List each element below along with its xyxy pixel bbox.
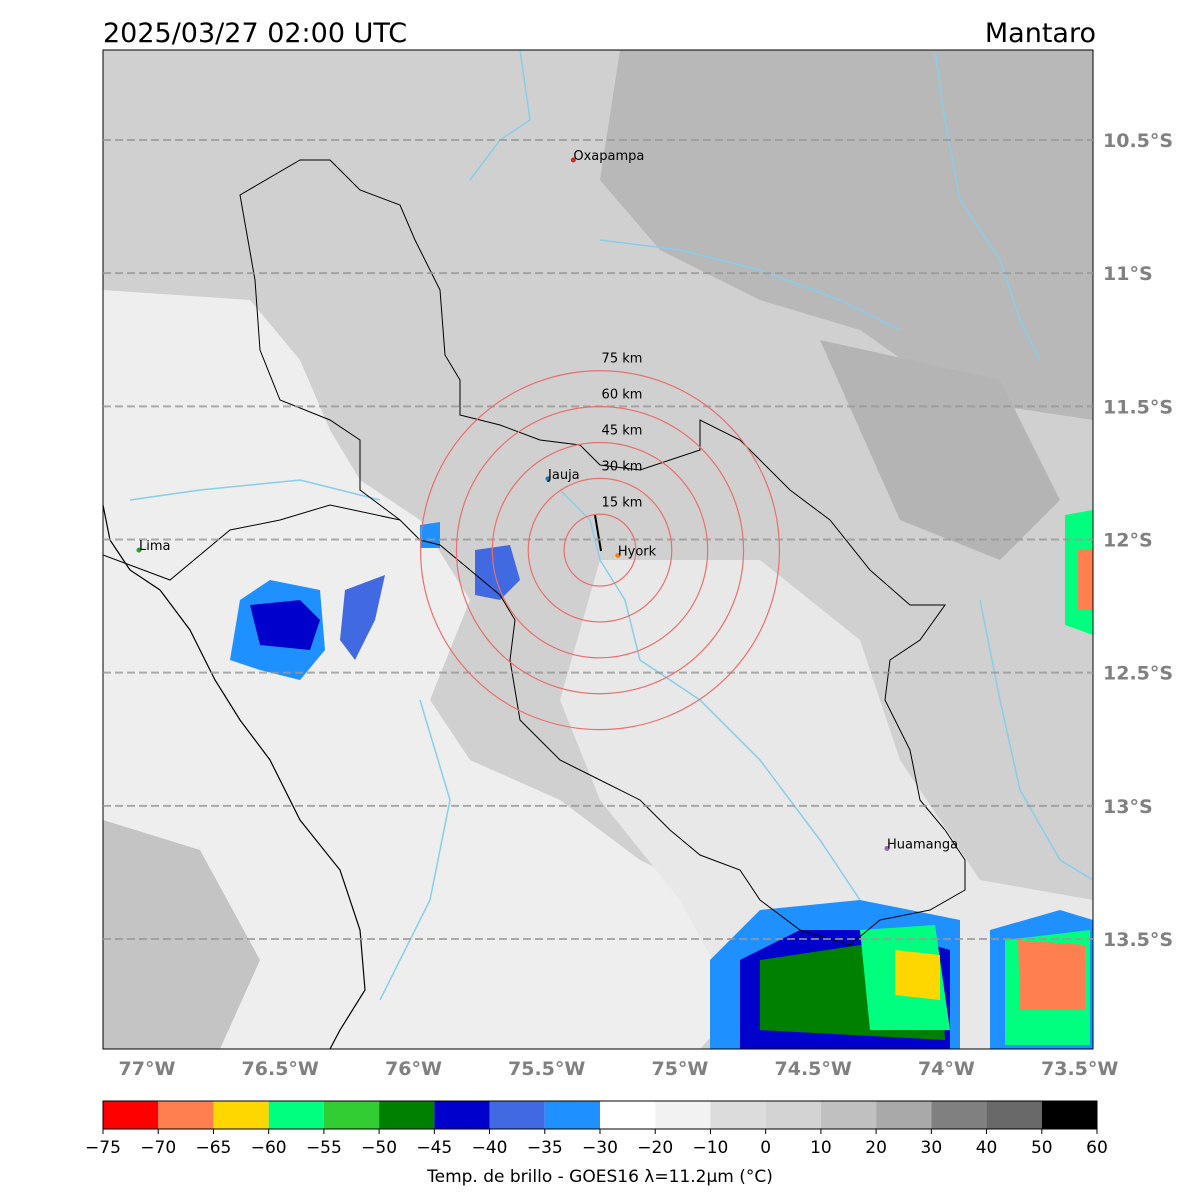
lon-label: 75.5°W <box>508 1058 585 1080</box>
satellite-image <box>103 50 1093 1049</box>
colorbar-tick-label: 0 <box>760 1138 771 1158</box>
title: 2025/03/27 02:00 UTC <box>103 18 407 49</box>
lon-label: 73.5°W <box>1041 1058 1118 1080</box>
lat-label: 13.5°S <box>1103 929 1173 951</box>
colorbar-segment <box>379 1101 435 1129</box>
lon-label: 74.5°W <box>775 1058 852 1080</box>
colorbar-segment <box>1041 1101 1097 1129</box>
city-label: Huamanga <box>887 837 958 852</box>
colorbar-segment <box>268 1101 324 1129</box>
city-label: Oxapampa <box>573 149 644 164</box>
coastline <box>103 504 366 1049</box>
colorbar-tick-label: −10 <box>692 1138 728 1158</box>
lon-label: 74°W <box>918 1058 975 1080</box>
region-border <box>103 504 401 581</box>
colorbar-tick-label: 60 <box>1086 1138 1108 1158</box>
basin-outline <box>239 159 966 946</box>
colorbar-segment <box>655 1101 711 1129</box>
colorbar-tick-label: −30 <box>582 1138 618 1158</box>
cloud-top <box>475 545 520 600</box>
map-frame <box>102 49 1094 1050</box>
city-marker <box>884 845 890 851</box>
colorbar-tick-label: −35 <box>527 1138 563 1158</box>
lat-label: 12°S <box>1103 530 1153 552</box>
colorbar-tick-label: −65 <box>195 1138 231 1158</box>
colorbar-segment <box>158 1101 214 1129</box>
lat-label: 10.5°S <box>1103 130 1173 152</box>
colorbar-segment <box>931 1101 987 1129</box>
city-marker <box>570 157 576 163</box>
colorbar-segment <box>489 1101 545 1129</box>
colorbar-tick-label: −75 <box>85 1138 121 1158</box>
colorbar-segment <box>434 1101 490 1129</box>
colorbar-tick-label: −20 <box>637 1138 673 1158</box>
range-ring <box>455 406 745 695</box>
lon-label: 76°W <box>385 1058 442 1080</box>
cool-area <box>600 50 1093 420</box>
range-ring <box>491 441 709 659</box>
colorbar-segment <box>103 1101 159 1129</box>
colorbar-tick-label: −40 <box>472 1138 508 1158</box>
city-label: Hyork <box>618 544 657 559</box>
colorbar-label: Temp. de brillo - GOES16 λ=11.2μm (°C) <box>426 1167 773 1187</box>
cloud-top <box>250 600 320 650</box>
lat-label: 11.5°S <box>1103 396 1173 418</box>
colorbar-tick-label: −60 <box>251 1138 287 1158</box>
colorbar-segment <box>820 1101 877 1129</box>
cloud-top <box>895 950 940 1000</box>
city-marker <box>545 476 551 482</box>
colorbar-tick-label: 40 <box>976 1138 998 1158</box>
cloud-top <box>340 575 385 660</box>
colorbar-tick-label: 50 <box>1031 1138 1053 1158</box>
ring-label: 15 km <box>602 495 643 510</box>
colorbar-segment <box>544 1101 600 1129</box>
colorbar-tick-label: 10 <box>810 1138 832 1158</box>
lon-label: 77°W <box>119 1058 176 1080</box>
colorbar-segment <box>876 1101 932 1129</box>
colorbar-segment <box>710 1101 766 1129</box>
ring-label: 30 km <box>602 459 643 474</box>
lat-label: 13°S <box>1103 796 1153 818</box>
city-label: Lima <box>139 539 170 554</box>
range-ring <box>527 477 673 623</box>
city-marker <box>615 552 621 558</box>
ring-label: 75 km <box>602 352 643 367</box>
cool-area <box>103 820 260 1049</box>
colorbar-segment <box>600 1101 656 1129</box>
ring-label: 45 km <box>602 424 643 439</box>
lon-label: 75°W <box>651 1058 708 1080</box>
colorbar-tick-label: −70 <box>140 1138 176 1158</box>
colorbar-tick-label: 20 <box>865 1138 887 1158</box>
colorbar-segment <box>986 1101 1042 1129</box>
range-ring <box>563 513 637 587</box>
warm-area <box>103 290 780 1049</box>
colorbar-segment <box>765 1101 821 1129</box>
cloud-top <box>1018 940 1085 1010</box>
colorbar-tick-label: −50 <box>361 1138 397 1158</box>
cloud-top <box>1078 550 1093 610</box>
colorbar-segment <box>323 1101 380 1129</box>
colorbar-tick-label: −45 <box>416 1138 452 1158</box>
city-marker <box>136 547 142 553</box>
range-ring <box>419 370 781 731</box>
station-marker <box>594 514 602 552</box>
ring-label: 60 km <box>602 388 643 403</box>
colorbar-tick-label: 30 <box>921 1138 943 1158</box>
region-name: Mantaro <box>985 18 1096 49</box>
lat-label: 11°S <box>1103 263 1153 285</box>
lat-label: 12.5°S <box>1103 663 1173 685</box>
city-label: Jauja <box>547 468 580 483</box>
cool-area <box>820 340 1060 560</box>
colorbar-tick-label: −55 <box>306 1138 342 1158</box>
rivers <box>129 50 1093 1001</box>
lon-label: 76.5°W <box>242 1058 319 1080</box>
colorbar-segment <box>213 1101 269 1129</box>
